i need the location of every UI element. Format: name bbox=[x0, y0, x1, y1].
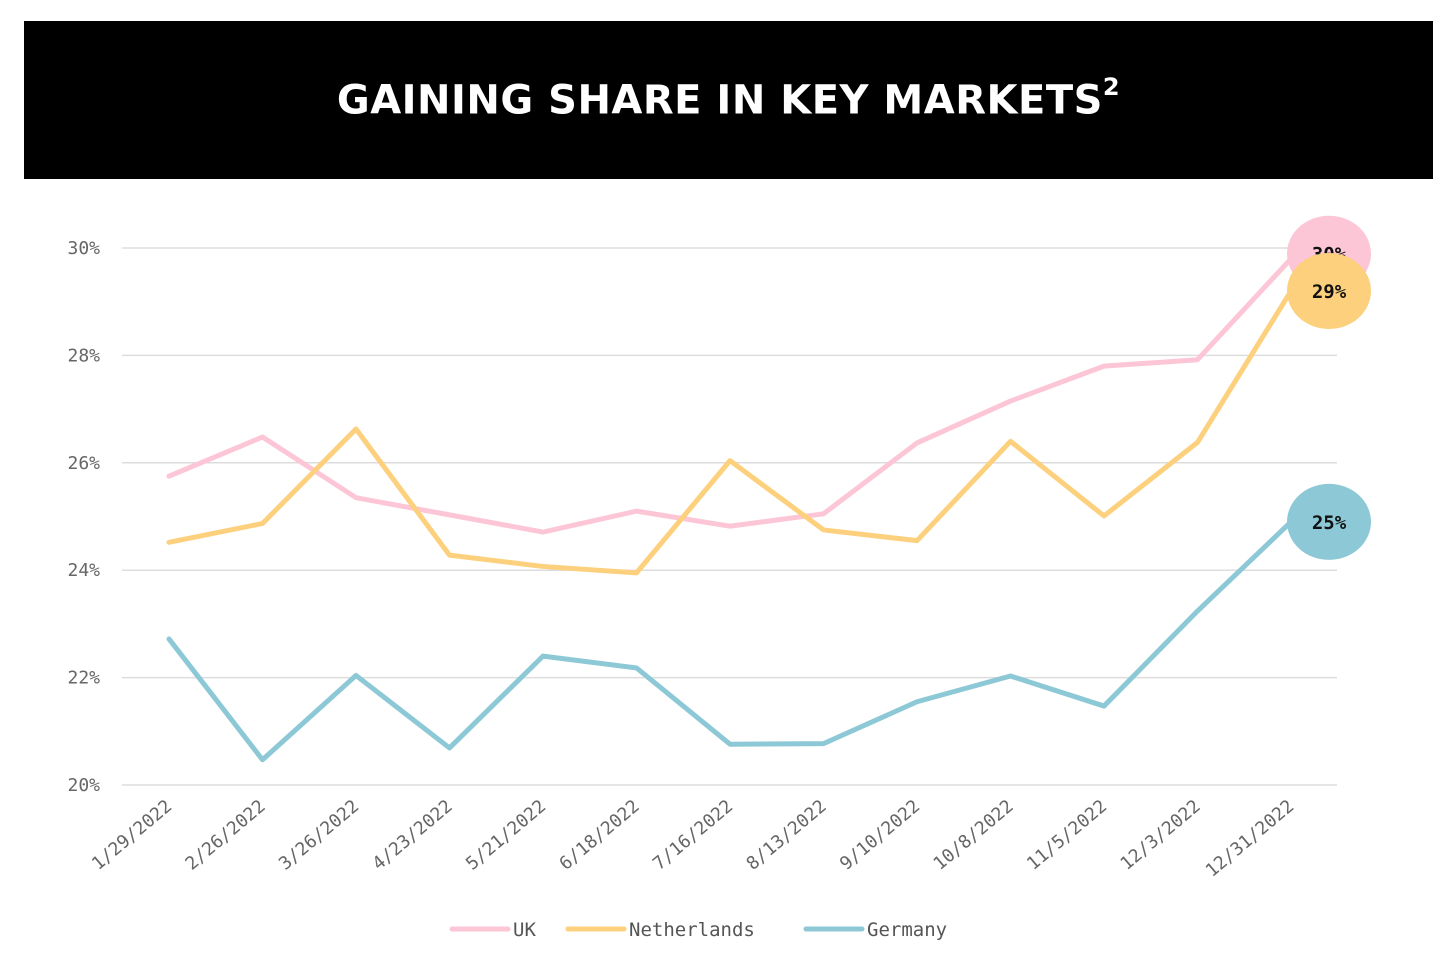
x-tick-label: 1/29/2022 bbox=[88, 796, 176, 875]
x-tick-label: 3/26/2022 bbox=[275, 796, 363, 875]
series-line-uk bbox=[166, 256, 1294, 535]
y-tick-label: 20% bbox=[67, 775, 100, 796]
x-tick-label: 12/31/2022 bbox=[1202, 796, 1299, 882]
x-tick-label: 8/13/2022 bbox=[742, 796, 830, 875]
x-tick-label: 9/10/2022 bbox=[836, 796, 924, 875]
legend-label: Netherlands bbox=[629, 919, 755, 941]
title-banner: GAINING SHARE IN KEY MARKETS2 bbox=[24, 21, 1433, 179]
y-tick-label: 30% bbox=[67, 238, 100, 259]
y-tick-label: 24% bbox=[67, 560, 100, 581]
end-label-badge bbox=[1287, 252, 1371, 329]
chart-title: GAINING SHARE IN KEY MARKETS2 bbox=[336, 72, 1121, 124]
title-superscript: 2 bbox=[1102, 72, 1121, 101]
x-tick-label: 2/26/2022 bbox=[181, 796, 269, 875]
end-label-badge bbox=[1287, 483, 1371, 560]
y-tick-label: 28% bbox=[67, 345, 100, 366]
x-tick-label: 4/23/2022 bbox=[368, 796, 456, 875]
x-tick-label: 6/18/2022 bbox=[555, 796, 643, 875]
x-tick-label: 7/16/2022 bbox=[649, 796, 737, 875]
end-label: 29% bbox=[1312, 281, 1347, 303]
end-label: 25% bbox=[1312, 512, 1347, 534]
series-line-germany bbox=[166, 519, 1294, 763]
y-tick-label: 22% bbox=[67, 668, 100, 689]
legend-label: UK bbox=[513, 919, 536, 941]
x-tick-label: 12/3/2022 bbox=[1116, 796, 1204, 875]
x-tick-label: 11/5/2022 bbox=[1023, 796, 1111, 875]
y-tick-label: 26% bbox=[67, 453, 100, 474]
series-line-netherlands bbox=[166, 288, 1294, 576]
x-tick-label: 10/8/2022 bbox=[929, 796, 1017, 875]
legend-label: Germany bbox=[867, 919, 947, 941]
x-tick-label: 5/21/2022 bbox=[462, 796, 550, 875]
